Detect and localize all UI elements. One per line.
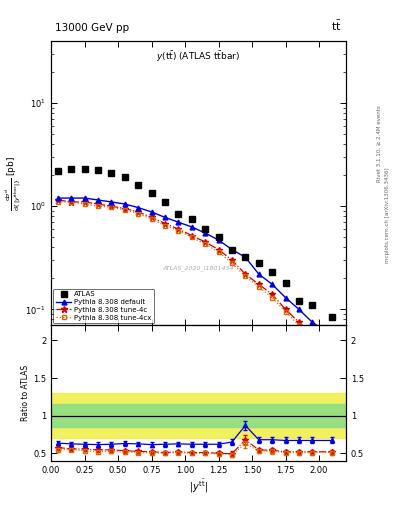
Pythia 8.308 default <box>136 204 141 210</box>
Pythia 8.308 default <box>310 319 315 325</box>
Text: mcplots.cern.ch [arXiv:1306.3436]: mcplots.cern.ch [arXiv:1306.3436] <box>385 167 389 263</box>
ATLAS <box>149 190 154 196</box>
ATLAS <box>55 168 60 174</box>
ATLAS <box>270 269 274 275</box>
Pythia 8.308 default <box>203 230 208 236</box>
Pythia 8.308 tune-4cx <box>82 201 87 207</box>
Pythia 8.308 default <box>149 209 154 215</box>
Pythia 8.308 default <box>230 246 234 252</box>
Pythia 8.308 tune-4cx <box>149 216 154 222</box>
Text: ATLAS_2020_I1801434: ATLAS_2020_I1801434 <box>163 266 234 271</box>
ATLAS <box>283 280 288 286</box>
Pythia 8.308 default <box>109 199 114 205</box>
Pythia 8.308 tune-4cx <box>109 204 114 210</box>
Text: 13000 GeV pp: 13000 GeV pp <box>55 23 129 33</box>
Pythia 8.308 default <box>189 224 194 230</box>
Text: $y(\mathrm{t\bar{t}})$ (ATLAS $\mathrm{t\bar{t}}$bar): $y(\mathrm{t\bar{t}})$ (ATLAS $\mathrm{t… <box>156 50 241 65</box>
ATLAS <box>95 167 100 173</box>
Line: Pythia 8.308 default: Pythia 8.308 default <box>55 196 335 338</box>
Y-axis label: Ratio to ATLAS: Ratio to ATLAS <box>21 365 30 421</box>
Pythia 8.308 tune-4c <box>69 199 73 205</box>
ATLAS <box>330 313 335 319</box>
Pythia 8.308 tune-4c <box>297 319 301 325</box>
Pythia 8.308 tune-4c <box>230 257 234 263</box>
Pythia 8.308 tune-4c <box>82 199 87 205</box>
Pythia 8.308 default <box>216 237 221 243</box>
Pythia 8.308 tune-4c <box>310 331 315 337</box>
Legend: ATLAS, Pythia 8.308 default, Pythia 8.308 tune-4c, Pythia 8.308 tune-4cx: ATLAS, Pythia 8.308 default, Pythia 8.30… <box>53 289 154 323</box>
Pythia 8.308 default <box>330 333 335 339</box>
Pythia 8.308 tune-4cx <box>69 199 73 205</box>
Pythia 8.308 tune-4cx <box>216 249 221 255</box>
Line: ATLAS: ATLAS <box>55 166 336 320</box>
Pythia 8.308 default <box>95 197 100 203</box>
Pythia 8.308 tune-4c <box>109 203 114 209</box>
Pythia 8.308 default <box>55 195 60 201</box>
ATLAS <box>310 302 315 308</box>
Pythia 8.308 tune-4cx <box>189 234 194 240</box>
ATLAS <box>216 234 221 240</box>
Y-axis label: $\frac{\mathrm{d}\sigma^\mathrm{d}}{\mathrm{d}\{|y^\mathrm{ttbar}|\}}$ [pb]: $\frac{\mathrm{d}\sigma^\mathrm{d}}{\mat… <box>4 156 24 210</box>
Pythia 8.308 tune-4cx <box>230 260 234 266</box>
Pythia 8.308 tune-4c <box>330 339 335 345</box>
ATLAS <box>163 199 167 205</box>
Pythia 8.308 tune-4c <box>283 306 288 312</box>
Pythia 8.308 default <box>243 254 248 260</box>
Text: $\mathrm{t\bar{t}}$: $\mathrm{t\bar{t}}$ <box>331 19 342 33</box>
Line: Pythia 8.308 tune-4c: Pythia 8.308 tune-4c <box>55 197 336 346</box>
ATLAS <box>230 246 234 252</box>
Pythia 8.308 default <box>163 215 167 221</box>
Pythia 8.308 tune-4cx <box>203 241 208 247</box>
ATLAS <box>243 254 248 260</box>
Pythia 8.308 tune-4c <box>189 232 194 239</box>
Pythia 8.308 default <box>256 271 261 277</box>
Pythia 8.308 default <box>123 201 127 207</box>
Text: Rivet 3.1.10, ≥ 2.4M events: Rivet 3.1.10, ≥ 2.4M events <box>377 105 382 182</box>
Line: Pythia 8.308 tune-4cx: Pythia 8.308 tune-4cx <box>55 200 335 348</box>
Pythia 8.308 tune-4cx <box>297 322 301 328</box>
ATLAS <box>69 166 73 172</box>
Pythia 8.308 tune-4cx <box>55 199 60 205</box>
Pythia 8.308 default <box>176 219 181 225</box>
Pythia 8.308 tune-4cx <box>123 207 127 213</box>
Pythia 8.308 tune-4cx <box>256 284 261 290</box>
Pythia 8.308 tune-4c <box>123 205 127 211</box>
Pythia 8.308 tune-4c <box>163 221 167 227</box>
Pythia 8.308 default <box>270 281 274 287</box>
Pythia 8.308 tune-4cx <box>176 227 181 233</box>
Pythia 8.308 default <box>283 294 288 301</box>
ATLAS <box>109 170 114 176</box>
X-axis label: $|y^{\mathrm{t\bar{t}}}|$: $|y^{\mathrm{t\bar{t}}}|$ <box>189 477 208 495</box>
Pythia 8.308 default <box>82 195 87 201</box>
Pythia 8.308 tune-4c <box>136 209 141 215</box>
Pythia 8.308 tune-4c <box>55 197 60 203</box>
Pythia 8.308 tune-4cx <box>243 273 248 279</box>
ATLAS <box>82 166 87 172</box>
Pythia 8.308 tune-4c <box>176 226 181 232</box>
Pythia 8.308 tune-4c <box>270 291 274 297</box>
Pythia 8.308 tune-4c <box>203 239 208 245</box>
Pythia 8.308 tune-4c <box>216 246 221 252</box>
Pythia 8.308 default <box>69 195 73 201</box>
Pythia 8.308 tune-4cx <box>330 342 335 348</box>
ATLAS <box>123 175 127 181</box>
Pythia 8.308 tune-4c <box>256 281 261 287</box>
Pythia 8.308 tune-4cx <box>310 333 315 339</box>
ATLAS <box>176 210 181 217</box>
Pythia 8.308 tune-4cx <box>283 309 288 315</box>
ATLAS <box>203 226 208 232</box>
Pythia 8.308 tune-4cx <box>136 210 141 217</box>
Pythia 8.308 tune-4cx <box>163 222 167 228</box>
Pythia 8.308 tune-4cx <box>270 294 274 301</box>
Pythia 8.308 tune-4c <box>149 215 154 221</box>
Pythia 8.308 tune-4cx <box>95 203 100 209</box>
Pythia 8.308 tune-4c <box>95 201 100 207</box>
ATLAS <box>297 298 301 304</box>
ATLAS <box>256 260 261 266</box>
ATLAS <box>189 216 194 222</box>
Pythia 8.308 default <box>297 306 301 312</box>
ATLAS <box>136 182 141 188</box>
Pythia 8.308 tune-4c <box>243 271 248 277</box>
